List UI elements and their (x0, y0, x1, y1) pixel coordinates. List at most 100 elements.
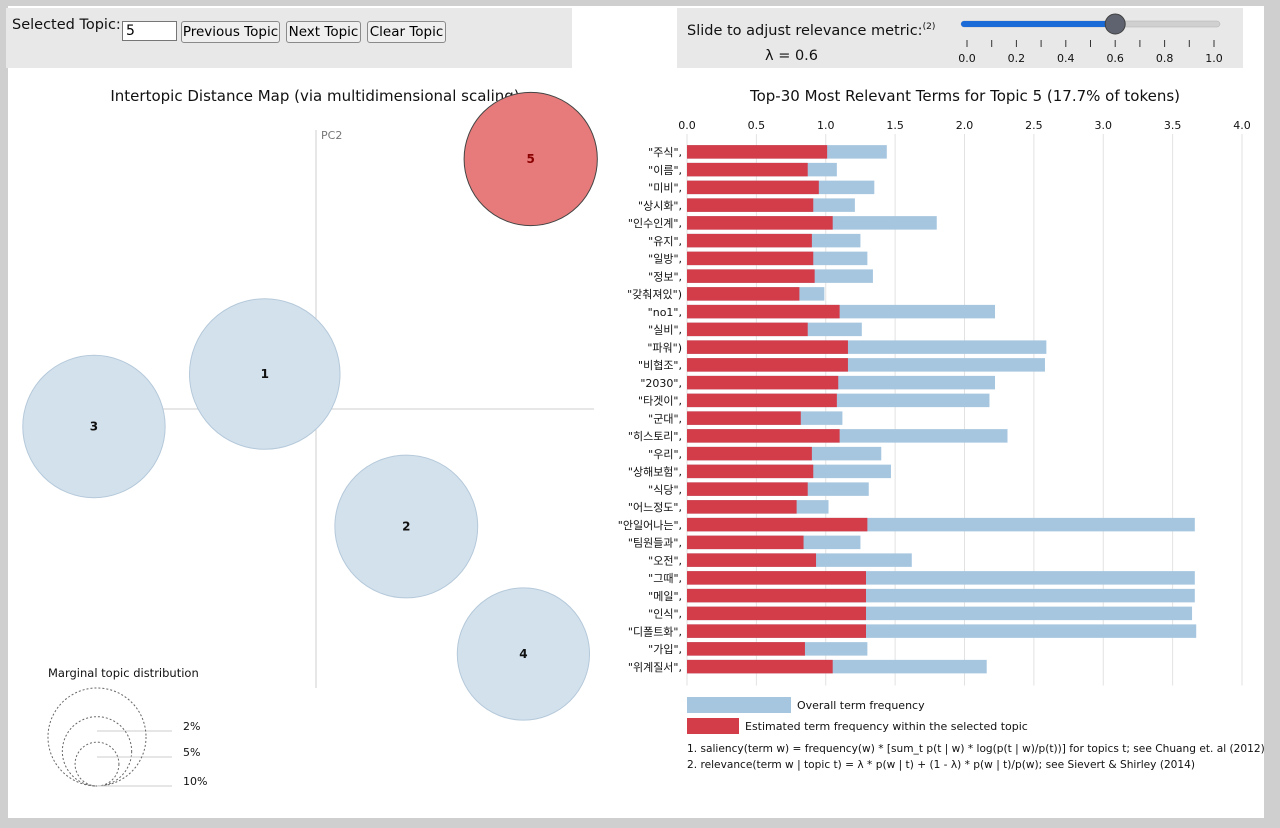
bar-x-tick-label: 4.0 (1233, 119, 1251, 132)
topic-selector-panel: Selected Topic: 5 Previous Topic Next To… (6, 8, 572, 68)
term-label[interactable]: "no1", (648, 306, 682, 319)
topic-frequency-bar[interactable] (687, 588, 866, 603)
term-label[interactable]: "미비", (648, 182, 682, 195)
legend-estimated-swatch (687, 718, 739, 734)
bar-x-tick-label: 3.5 (1164, 119, 1182, 132)
topic-frequency-bar[interactable] (687, 553, 817, 567)
topic-frequency-bar[interactable] (687, 446, 812, 461)
saliency-footnote: 1. saliency(term w) = frequency(w) * [su… (687, 743, 1265, 755)
term-label[interactable]: "갖춰져있") (627, 288, 682, 301)
topic-frequency-bar[interactable] (687, 375, 839, 390)
topic-frequency-bar[interactable] (687, 517, 868, 532)
slider-thumb[interactable] (1104, 13, 1126, 35)
term-label[interactable]: "비협조", (638, 359, 682, 372)
relevance-slider-panel: Slide to adjust relevance metric:(2) λ =… (677, 8, 1243, 68)
topic-frequency-bar[interactable] (687, 162, 808, 177)
term-label[interactable]: "파워") (647, 341, 682, 354)
bar-x-tick-label: 0.0 (678, 119, 696, 132)
legend-estimated-label: Estimated term frequency within the sele… (745, 720, 1028, 733)
term-label[interactable]: "위계질서", (628, 661, 682, 674)
term-label[interactable]: "상해보험", (628, 465, 682, 479)
term-label[interactable]: "그때", (648, 572, 682, 585)
bar-x-tick-label: 3.0 (1095, 119, 1113, 132)
topic-frequency-bar[interactable] (687, 322, 808, 337)
bar-x-tick-label: 0.5 (748, 119, 766, 132)
bar-x-tick-label: 1.0 (817, 119, 835, 132)
term-label[interactable]: "안일어나는", (618, 518, 682, 532)
slider-tick-label: 0.4 (1057, 52, 1075, 65)
term-label[interactable]: "식당", (648, 483, 682, 496)
marginal-legend-circle (47, 687, 147, 787)
topic-frequency-bar[interactable] (687, 287, 800, 301)
term-label[interactable]: "상시화", (638, 199, 682, 212)
term-label[interactable]: "정보", (648, 270, 682, 283)
topic-bubble-3[interactable] (22, 354, 166, 499)
term-label[interactable]: "디폴트화", (628, 625, 682, 638)
term-label[interactable]: "팀원들과", (628, 537, 682, 550)
map-title: Intertopic Distance Map (via multidimens… (110, 87, 519, 105)
selected-topic-label: Selected Topic: (12, 17, 121, 33)
marginal-legend-circle (61, 716, 133, 787)
marginal-legend-label: 2% (183, 720, 200, 733)
marginal-legend-label: 5% (183, 746, 200, 759)
term-label[interactable]: "타겟이", (638, 395, 682, 408)
topic-bubble-label: 4 (519, 647, 527, 661)
term-label[interactable]: "오전", (648, 554, 682, 567)
previous-topic-button[interactable]: Previous Topic (181, 21, 280, 43)
topic-frequency-bar[interactable] (687, 216, 833, 230)
pc2-label: PC2 (321, 129, 342, 142)
topic-bubble-label: 3 (90, 420, 98, 434)
topic-frequency-bar[interactable] (687, 482, 808, 496)
term-label[interactable]: "인수인계", (628, 217, 682, 230)
topic-bubble-5[interactable] (463, 91, 598, 227)
term-label[interactable]: "인식", (648, 608, 682, 621)
topic-frequency-bar[interactable] (687, 198, 814, 212)
topic-frequency-bar[interactable] (687, 251, 814, 266)
clear-topic-button[interactable]: Clear Topic (367, 21, 446, 43)
topic-frequency-bar[interactable] (687, 624, 866, 638)
term-label[interactable]: "일방", (648, 252, 682, 266)
topic-frequency-bar[interactable] (687, 269, 815, 283)
term-label[interactable]: "가입", (648, 643, 682, 656)
topic-frequency-bar[interactable] (687, 304, 840, 319)
topic-frequency-bar[interactable] (687, 429, 840, 443)
slider-footnote-mark: (2) (922, 22, 936, 32)
term-label[interactable]: "2030", (640, 377, 682, 390)
term-label[interactable]: "이름", (648, 164, 682, 177)
topic-frequency-bar[interactable] (687, 606, 866, 621)
topic-frequency-bar[interactable] (687, 659, 833, 674)
topic-frequency-bar[interactable] (687, 571, 866, 585)
topic-frequency-bar[interactable] (687, 393, 837, 408)
topic-frequency-bar[interactable] (687, 411, 801, 425)
topic-bubble-1[interactable] (188, 298, 341, 450)
term-label[interactable]: "히스토리", (628, 429, 682, 443)
topic-bubble-4[interactable] (456, 587, 591, 721)
selected-topic-input[interactable]: 5 (122, 21, 177, 41)
topic-frequency-bar[interactable] (687, 233, 812, 248)
topic-frequency-bar[interactable] (687, 145, 828, 159)
topic-frequency-bar[interactable] (687, 340, 848, 354)
topic-bubble-2[interactable] (334, 454, 479, 599)
marginal-legend-circle (74, 741, 120, 787)
term-label[interactable]: "우리", (648, 448, 682, 461)
term-label[interactable]: "메일", (648, 589, 682, 603)
topic-frequency-bar[interactable] (687, 358, 848, 372)
marginal-distribution-title: Marginal topic distribution (48, 666, 199, 680)
next-topic-button[interactable]: Next Topic (286, 21, 361, 43)
term-label[interactable]: "유지", (648, 235, 682, 248)
bar-x-tick-label: 2.5 (1025, 119, 1043, 132)
topic-frequency-bar[interactable] (687, 500, 797, 514)
term-label[interactable]: "주식", (648, 146, 682, 159)
marginal-legend-label: 10% (183, 775, 207, 788)
topic-bubble-label: 2 (402, 520, 410, 534)
term-label[interactable]: "실비", (648, 324, 682, 337)
topic-bubble-label: 1 (261, 367, 269, 381)
term-label[interactable]: "어느정도", (628, 501, 682, 514)
topic-frequency-bar[interactable] (687, 642, 805, 656)
topic-frequency-bar[interactable] (687, 535, 804, 550)
term-label[interactable]: "군대", (648, 412, 682, 425)
slider-tick-label: 1.0 (1205, 52, 1223, 65)
topic-frequency-bar[interactable] (687, 180, 819, 195)
topic-frequency-bar[interactable] (687, 464, 814, 479)
